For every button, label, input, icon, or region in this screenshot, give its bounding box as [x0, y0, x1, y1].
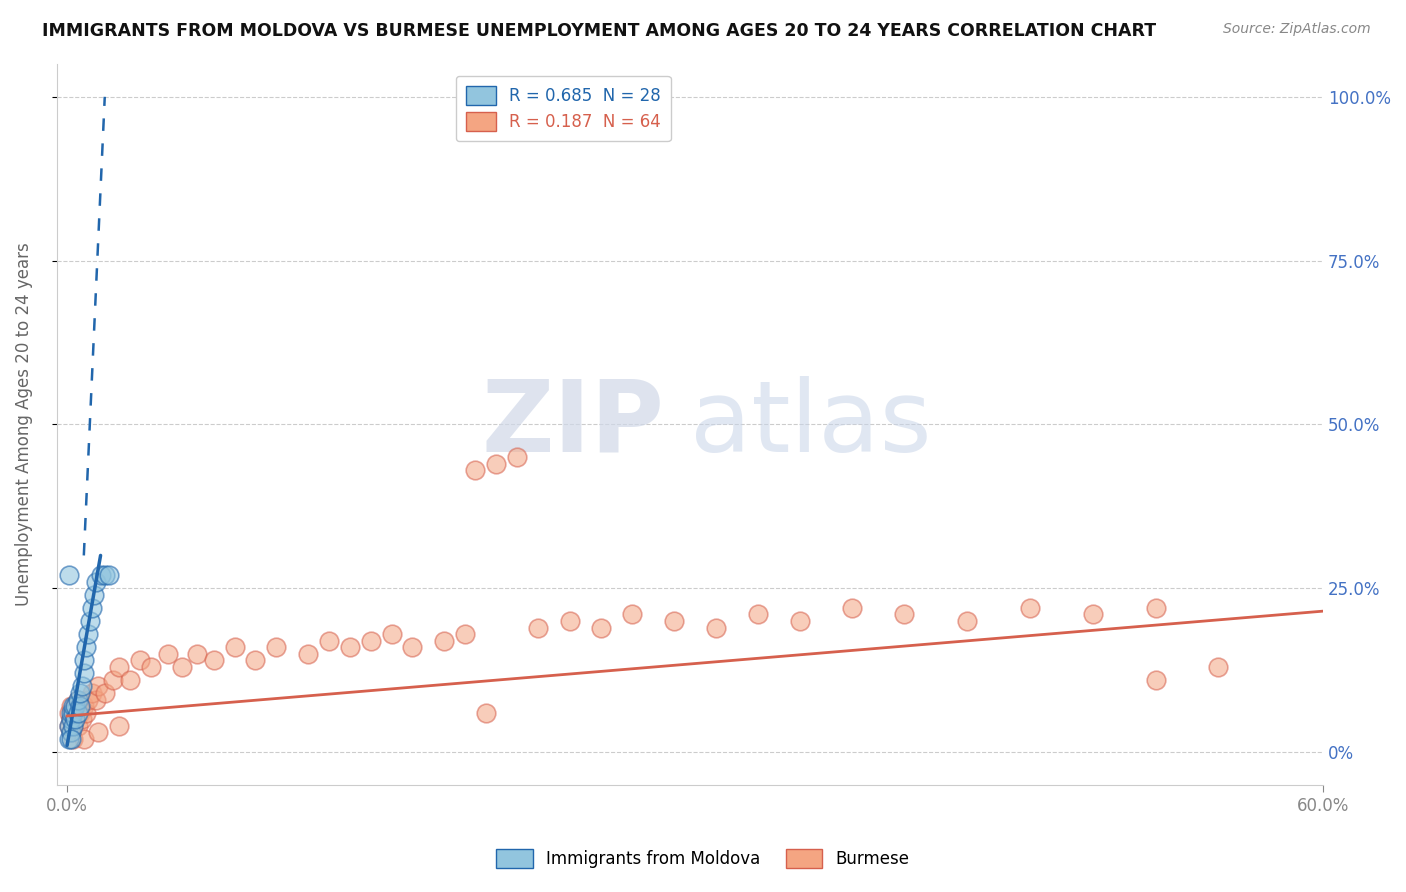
Point: [789, 614, 811, 628]
Point: [60, 712, 83, 726]
Point: [60, 706, 83, 720]
Text: atlas: atlas: [690, 376, 932, 473]
Text: IMMIGRANTS FROM MOLDOVA VS BURMESE UNEMPLOYMENT AMONG AGES 20 TO 24 YEARS CORREL: IMMIGRANTS FROM MOLDOVA VS BURMESE UNEMP…: [42, 22, 1156, 40]
Point: [70, 712, 93, 726]
Point: [527, 620, 550, 634]
Point: [589, 620, 612, 634]
Point: [339, 640, 361, 655]
Point: [62, 731, 84, 746]
Point: [58, 719, 80, 733]
Point: [108, 719, 131, 733]
Point: [66, 692, 89, 706]
Point: [1144, 673, 1167, 687]
Point: [139, 660, 162, 674]
Point: [101, 673, 124, 687]
Point: [956, 614, 979, 628]
Point: [65, 699, 87, 714]
Point: [1208, 660, 1230, 674]
Point: [70, 680, 93, 694]
Point: [464, 463, 486, 477]
Point: [1081, 607, 1104, 622]
Point: [401, 640, 423, 655]
Text: Source: ZipAtlas.com: Source: ZipAtlas.com: [1223, 22, 1371, 37]
Point: [60, 699, 83, 714]
Point: [86, 692, 108, 706]
Point: [83, 588, 105, 602]
Point: [621, 607, 644, 622]
Point: [73, 699, 96, 714]
Point: [433, 633, 456, 648]
Point: [75, 706, 97, 720]
Point: [62, 719, 84, 733]
Point: [66, 706, 89, 720]
Y-axis label: Unemployment Among Ages 20 to 24 years: Unemployment Among Ages 20 to 24 years: [15, 243, 32, 607]
Point: [662, 614, 685, 628]
Point: [118, 673, 141, 687]
Point: [77, 692, 100, 706]
Point: [73, 731, 96, 746]
Point: [893, 607, 915, 622]
Point: [318, 633, 340, 648]
Point: [297, 647, 319, 661]
Point: [129, 653, 152, 667]
Point: [186, 647, 208, 661]
Point: [60, 725, 83, 739]
Point: [87, 680, 110, 694]
Point: [704, 620, 727, 634]
Point: [245, 653, 267, 667]
Point: [360, 633, 382, 648]
Point: [79, 614, 101, 628]
Point: [75, 640, 97, 655]
Point: [66, 692, 89, 706]
Point: [1144, 600, 1167, 615]
Legend: Immigrants from Moldova, Burmese: Immigrants from Moldova, Burmese: [489, 842, 917, 875]
Point: [65, 712, 87, 726]
Point: [474, 706, 496, 720]
Point: [58, 719, 80, 733]
Point: [58, 706, 80, 720]
Point: [69, 706, 91, 720]
Point: [73, 666, 96, 681]
Point: [69, 686, 91, 700]
Point: [1019, 600, 1042, 615]
Point: [266, 640, 288, 655]
Point: [90, 568, 112, 582]
Point: [172, 660, 194, 674]
Point: [558, 614, 581, 628]
Point: [224, 640, 246, 655]
Point: [60, 725, 83, 739]
Point: [66, 719, 89, 733]
Point: [82, 600, 104, 615]
Point: [380, 627, 402, 641]
Point: [94, 568, 117, 582]
Text: ZIP: ZIP: [482, 376, 665, 473]
Point: [62, 699, 84, 714]
Point: [108, 660, 131, 674]
Point: [97, 568, 120, 582]
Point: [62, 706, 84, 720]
Point: [485, 457, 508, 471]
Point: [58, 731, 80, 746]
Point: [94, 686, 117, 700]
Point: [62, 719, 84, 733]
Point: [65, 699, 87, 714]
Point: [86, 574, 108, 589]
Point: [454, 627, 477, 641]
Point: [506, 450, 529, 465]
Point: [65, 712, 87, 726]
Point: [62, 706, 84, 720]
Point: [841, 600, 863, 615]
Point: [73, 653, 96, 667]
Point: [60, 731, 83, 746]
Point: [747, 607, 769, 622]
Point: [156, 647, 179, 661]
Point: [60, 712, 83, 726]
Point: [87, 725, 110, 739]
Point: [77, 627, 100, 641]
Point: [82, 686, 104, 700]
Point: [202, 653, 225, 667]
Point: [58, 568, 80, 582]
Legend: R = 0.685  N = 28, R = 0.187  N = 64: R = 0.685 N = 28, R = 0.187 N = 64: [456, 76, 671, 141]
Point: [69, 699, 91, 714]
